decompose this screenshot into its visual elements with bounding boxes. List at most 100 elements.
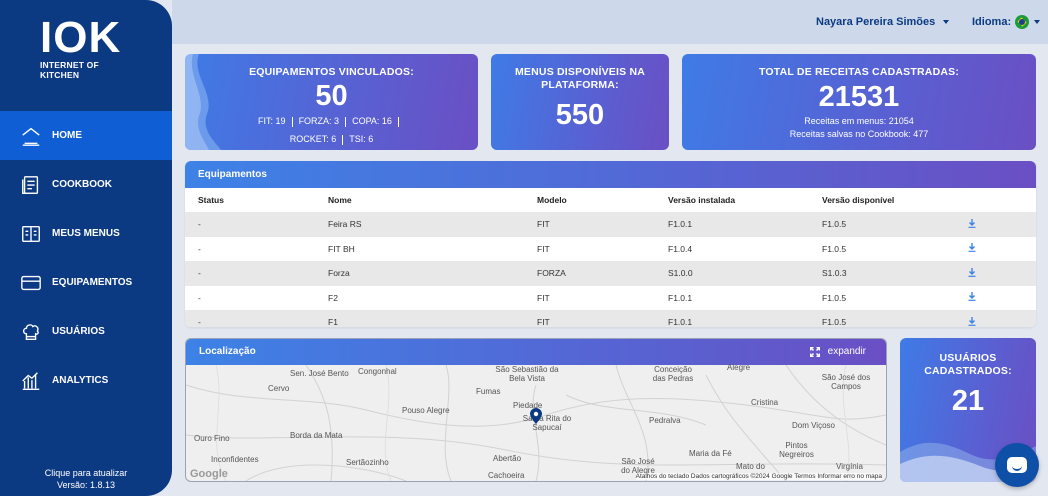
divider (291, 116, 293, 127)
table-row[interactable]: - F1 FIT F1.0.1 F1.0.5 (185, 310, 1036, 327)
chevron-down-icon (1034, 20, 1041, 24)
tsi-count: TSI: 6 (349, 134, 374, 144)
map-place-label: Ouro Fino (194, 434, 230, 443)
cell-action (968, 212, 1036, 237)
cell-installed: F1.0.1 (668, 310, 822, 327)
cell-status: - (185, 261, 328, 286)
column-header-name[interactable]: Nome (328, 195, 352, 205)
logo-mark: IOK (40, 13, 122, 62)
divider (397, 116, 399, 127)
language-menu[interactable]: Idioma: (972, 15, 1041, 29)
sidebar-item-label: HOME (52, 130, 82, 141)
equipments-breakdown-row2: ROCKET: 6 TSI: 6 (185, 133, 478, 145)
sidebar-item-usuarios[interactable]: USUÁRIOS (0, 307, 172, 356)
table-row[interactable]: - Forza FORZA S1.0.0 S1.0.3 (185, 261, 1036, 286)
expand-label: expandir (827, 346, 866, 357)
equipments-table: Status Nome Modelo Versão instalada Vers… (185, 188, 1036, 327)
equipments-stat-card: EQUIPAMENTOS VINCULADOS: 50 FIT: 19 FORZA… (185, 54, 478, 150)
version-label: Versão: 1.8.13 (56, 480, 116, 490)
cell-available: F1.0.5 (822, 310, 968, 327)
sidebar-footer: Clique para atualizar Versão: 1.8.13 (0, 467, 172, 491)
cell-model: FIT (537, 212, 668, 237)
download-icon[interactable] (968, 292, 976, 302)
column-header-status[interactable]: Status (198, 195, 224, 205)
home-icon (20, 125, 42, 147)
map-place-label: São Sebastião da Bela Vista (495, 365, 559, 383)
top-bar (172, 0, 1048, 44)
recipes-stat-value: 21531 (818, 81, 900, 113)
column-header-installed[interactable]: Versão instalada (668, 195, 736, 205)
cell-name: FIT BH (328, 243, 355, 254)
cell-available: F1.0.5 (822, 243, 847, 254)
google-logo[interactable]: Google (190, 468, 228, 480)
column-header-model[interactable]: Modelo (537, 195, 567, 205)
cell-installed: S1.0.0 (668, 261, 822, 286)
forza-count: FORZA: 3 (298, 116, 340, 126)
chat-icon (1007, 457, 1027, 473)
expand-icon (809, 347, 820, 357)
sidebar-item-label: EQUIPAMENTOS (52, 277, 133, 288)
sidebar-item-analytics[interactable]: ANALYTICS (0, 356, 172, 405)
wave-decoration (185, 54, 221, 150)
map-place-label: Maria da Fé (689, 449, 732, 458)
download-icon[interactable] (968, 316, 976, 326)
equipments-stat-title: EQUIPAMENTOS VINCULADOS: (249, 66, 414, 78)
table-header-row: Status Nome Modelo Versão instalada Vers… (185, 188, 1036, 212)
column-header-action (968, 188, 1036, 212)
sidebar-item-label: COOKBOOK (52, 179, 112, 190)
brand-logo[interactable]: IOK INTERNET OF KITCHEN (40, 13, 132, 81)
map-place-label: Congonhal (358, 367, 397, 376)
brazil-flag-icon (1015, 15, 1030, 29)
user-name: Nayara Pereira Simões (816, 16, 936, 28)
map-place-label: São José dos Campos (821, 373, 871, 391)
users-stat-content: USUÁRIOS CADASTRADOS: 21 (900, 352, 1036, 418)
map-canvas[interactable]: Sen. José Bento Congonhal São Sebastião … (186, 363, 886, 481)
menus-stat-title-line2: PLATAFORMA: (541, 79, 619, 91)
sidebar-item-equipamentos[interactable]: EQUIPAMENTOS (0, 258, 172, 307)
location-pin-icon[interactable] (530, 408, 542, 424)
map-place-label: Pouso Alegre (402, 406, 450, 415)
download-icon[interactable] (968, 243, 976, 253)
refresh-link[interactable]: Clique para atualizar (44, 468, 128, 478)
table-row[interactable]: - F2 FIT F1.0.1 F1.0.5 (185, 286, 1036, 311)
expand-map-button[interactable]: expandir (809, 339, 866, 365)
sidebar-item-home[interactable]: HOME (0, 111, 172, 160)
chef-hat-icon (20, 321, 42, 343)
cell-available: S1.0.3 (822, 261, 968, 286)
cell-action (968, 261, 1036, 286)
table-row[interactable]: - FIT BH FIT F1.0.4 F1.0.5 (185, 237, 1036, 262)
cell-name: Forza (328, 261, 537, 286)
cell-action (968, 310, 1036, 327)
cell-model: FIT (537, 310, 668, 327)
sidebar-item-cookbook[interactable]: COOKBOOK (0, 160, 172, 209)
cell-action (968, 237, 1036, 262)
download-icon[interactable] (968, 218, 976, 228)
cell-status: - (185, 310, 328, 327)
cell-available: F1.0.5 (822, 292, 847, 303)
map-attribution[interactable]: Atalhos do teclado Dados cartográficos ©… (635, 473, 882, 480)
map-place-label: Pedralva (649, 416, 681, 425)
table-row[interactable]: - Feira RS FIT F1.0.1 F1.0.5 (185, 212, 1036, 237)
column-header-available[interactable]: Versão disponível (822, 195, 895, 205)
recipes-stat-title: TOTAL DE RECEITAS CADASTRADAS: (758, 66, 960, 78)
cell-action (968, 286, 1036, 311)
equipments-stat-value: 50 (315, 80, 348, 112)
chat-button[interactable] (995, 443, 1039, 487)
cell-name: F1 (328, 310, 537, 327)
sidebar-item-menus[interactable]: MEUS MENUS (0, 209, 172, 258)
sidebar-nav: HOME COOKBOOK MEUS MENUS EQUIPAMENTOS US… (0, 111, 172, 405)
map-place-label: Cervo (268, 384, 290, 393)
equipments-breakdown-row1: FIT: 19 FORZA: 3 COPA: 16 (185, 115, 478, 127)
equipments-panel: Equipamentos Status Nome Modelo Versão i… (185, 161, 1036, 327)
recipes-stat-content: TOTAL DE RECEITAS CADASTRADAS: 21531 Rec… (682, 66, 1036, 141)
menus-icon (20, 223, 42, 245)
menus-stat-card: MENUS DISPONÍVEIS NA PLATAFORMA: 550 (491, 54, 669, 150)
divider (345, 116, 347, 127)
user-menu[interactable]: Nayara Pereira Simões (816, 16, 950, 28)
sidebar (0, 0, 172, 496)
map-place-label: Cachoeira (488, 471, 525, 480)
cell-available: F1.0.5 (822, 212, 968, 237)
map-roads (186, 365, 886, 481)
map-header: Localização expandir (186, 339, 886, 365)
download-icon[interactable] (968, 267, 976, 277)
